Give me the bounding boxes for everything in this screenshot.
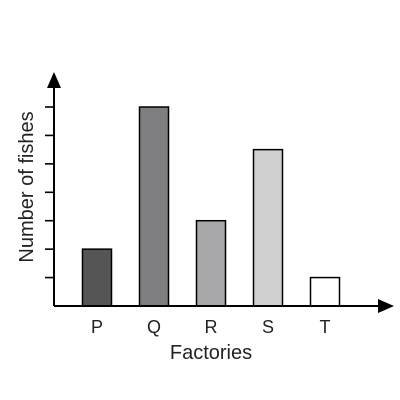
x-tick-label-s: S [262, 317, 274, 337]
y-axis-title: Number of fishes [16, 111, 38, 262]
bar-q [138, 106, 170, 307]
y-axis-ticks [45, 106, 54, 279]
x-tick-label-q: Q [147, 317, 161, 337]
bars [81, 106, 341, 307]
bar-p [81, 248, 113, 307]
x-axis-arrow [378, 299, 394, 313]
x-tick-label-t: T [320, 317, 331, 337]
bar-t [309, 276, 341, 307]
y-axis-arrow [47, 72, 61, 88]
x-tick-labels: P Q R S T [91, 317, 331, 337]
x-tick-label-p: P [91, 317, 103, 337]
bar-s [252, 148, 284, 307]
x-tick-label-r: R [205, 317, 218, 337]
bar-r [195, 219, 227, 307]
x-axis-title: Factories [170, 342, 252, 364]
